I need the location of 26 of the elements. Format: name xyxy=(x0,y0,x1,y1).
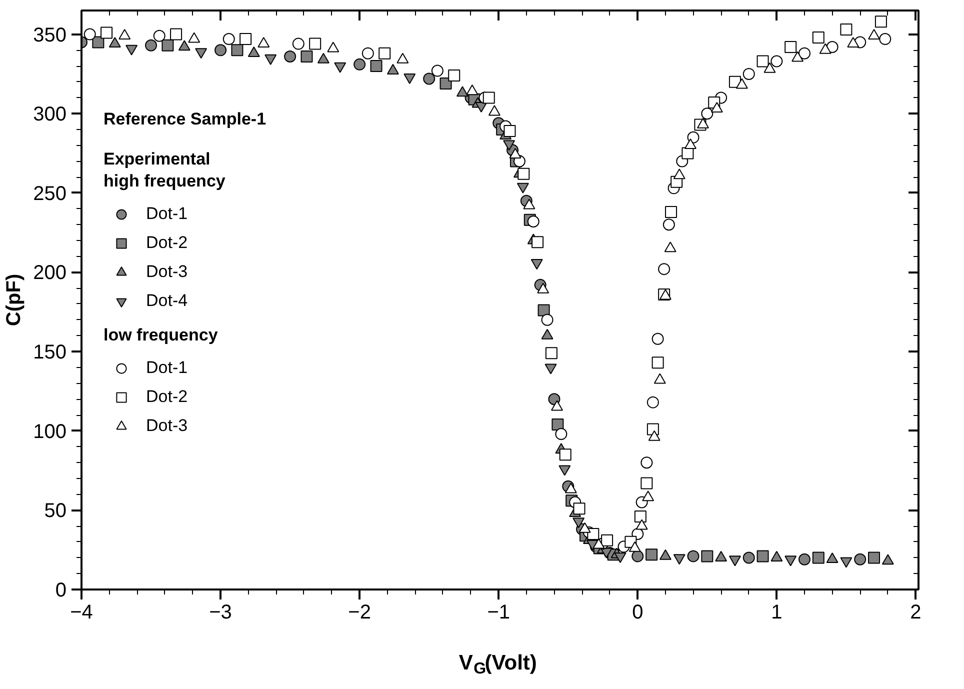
annotation: Experimental high frequency xyxy=(104,150,226,190)
y-tick-label: 150 xyxy=(33,342,67,364)
legend-label: Dot-1 xyxy=(146,203,188,225)
legend-label: Dot-4 xyxy=(146,290,188,312)
x-tick-label: −1 xyxy=(487,602,510,624)
y-tick-label: 0 xyxy=(55,580,66,602)
x-tick-label: 2 xyxy=(910,602,922,624)
annotation: low frequency xyxy=(104,326,218,344)
y-tick-label: 350 xyxy=(33,24,67,46)
y-tick-label: 250 xyxy=(33,182,67,205)
legend-label: Dot-1 xyxy=(146,357,188,379)
x-tick-label: 0 xyxy=(632,602,644,624)
y-tick-label: 100 xyxy=(33,420,67,443)
y-axis-title: C(pF) xyxy=(3,274,26,326)
annotation: Reference Sample-1 xyxy=(104,110,266,128)
legend-label: Dot-3 xyxy=(146,415,188,437)
x-tick-label: 1 xyxy=(771,602,782,624)
x-tick-label: −3 xyxy=(209,602,232,624)
y-tick-label: 50 xyxy=(44,500,67,522)
y-tick-label: 300 xyxy=(33,104,67,126)
y-tick-label: 200 xyxy=(33,262,67,284)
legend-label: Dot-2 xyxy=(146,232,188,254)
x-tick-label: −2 xyxy=(348,602,371,624)
x-tick-label: −4 xyxy=(70,602,93,624)
legend-label: Dot-2 xyxy=(146,386,188,408)
legend-label: Dot-3 xyxy=(146,261,188,283)
